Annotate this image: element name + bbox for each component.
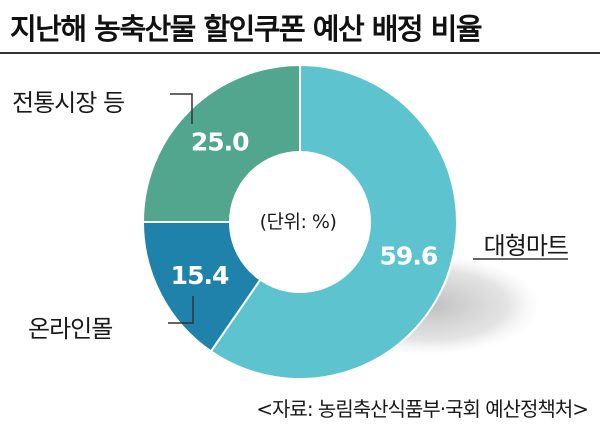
category-label-1: 온라인몰 [28,315,112,343]
slice-2 [141,63,301,223]
category-label-0: 대형마트 [484,232,568,260]
value-label-0: 59.6 [380,242,438,271]
leader-line-1 [168,296,194,324]
category-label-2: 전통시장 등 [12,89,124,117]
leader-line-2 [170,93,193,124]
title-divider [0,52,600,54]
chart-title: 지난해 농축산물 할인쿠폰 예산 배정 비율 [10,12,483,46]
value-label-1: 15.4 [171,261,229,290]
source-note: <자료: 농림축산식품부·국회 예산정책처> [256,397,589,421]
slice-0 [209,63,458,380]
unit-note: (단위: %) [260,211,337,233]
value-label-2: 25.0 [191,128,249,157]
